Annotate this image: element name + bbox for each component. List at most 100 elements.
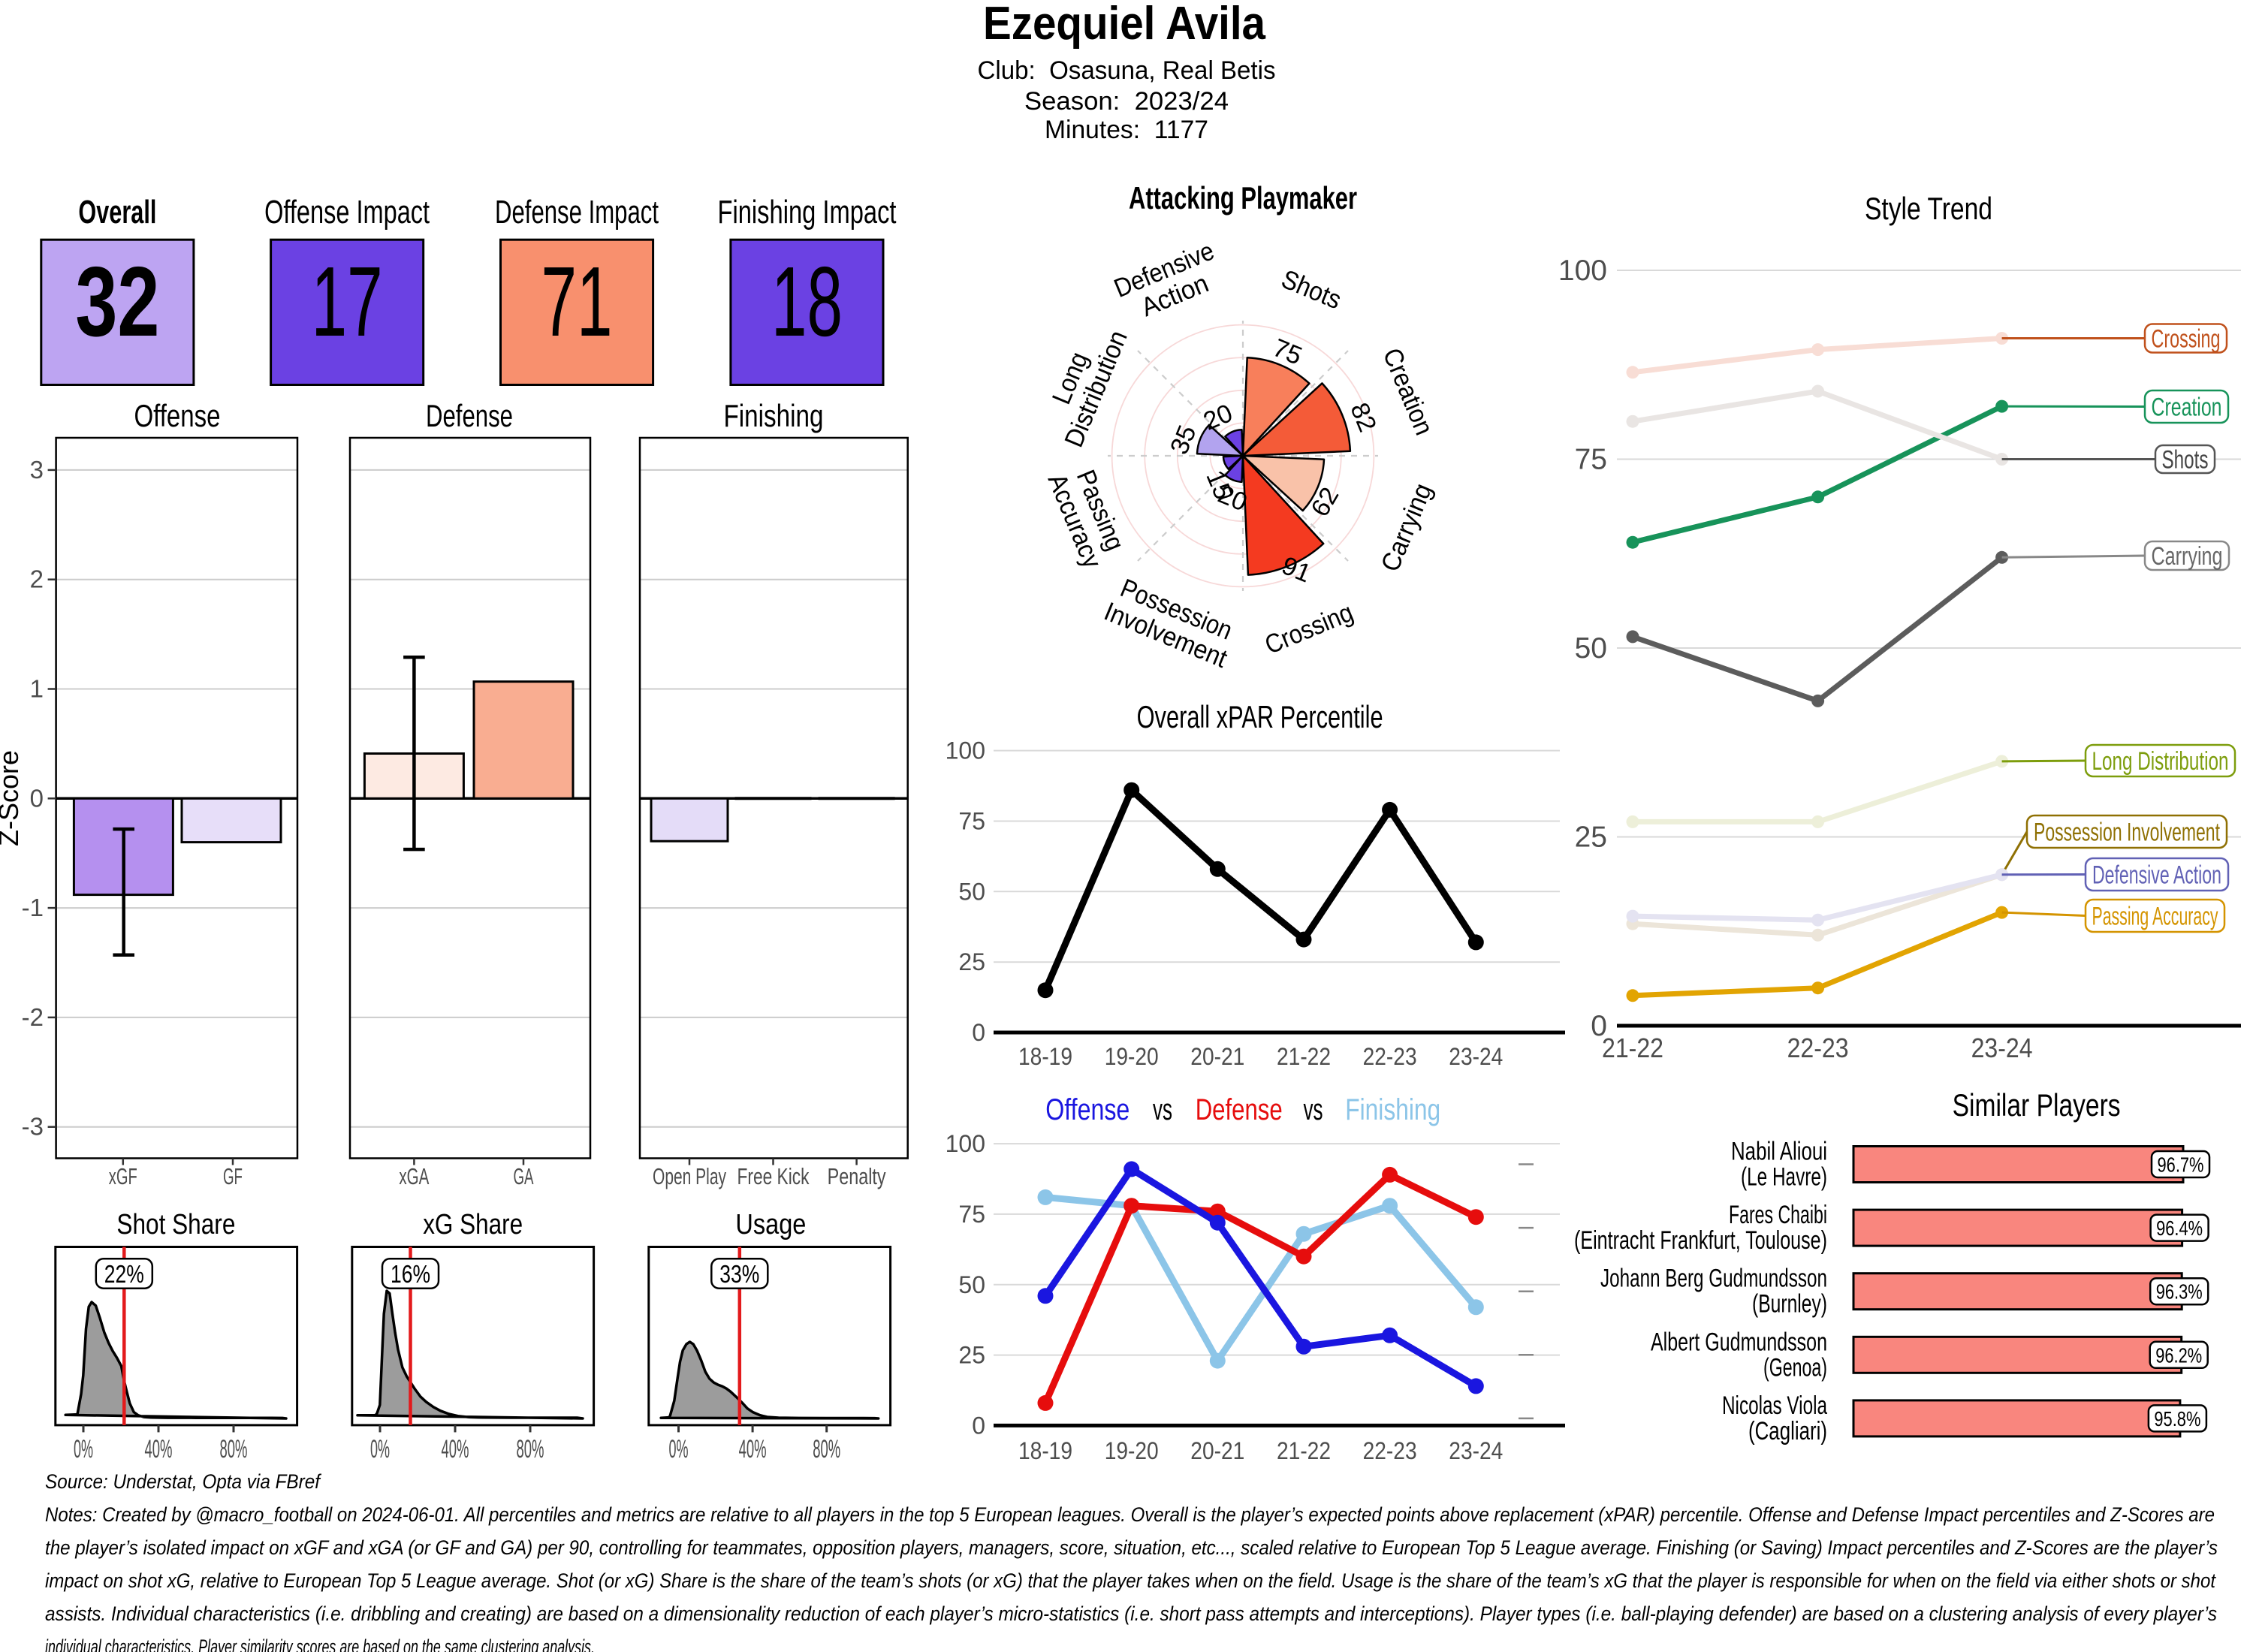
svg-text:Johann Berg Gudmundsson: Johann Berg Gudmundsson	[1600, 1265, 1827, 1293]
svg-text:22-23: 22-23	[1363, 1043, 1417, 1070]
svg-text:80%: 80%	[517, 1435, 544, 1464]
svg-text:1: 1	[30, 675, 44, 703]
svg-text:23-24: 23-24	[1449, 1437, 1503, 1464]
svg-text:96.3%: 96.3%	[2156, 1280, 2203, 1304]
svg-text:80%: 80%	[220, 1435, 248, 1464]
svg-text:Offense Impact: Offense Impact	[264, 194, 430, 231]
svg-text:-3: -3	[22, 1113, 44, 1141]
svg-text:Possession Involvement: Possession Involvement	[2034, 818, 2220, 847]
svg-text:25: 25	[958, 1342, 985, 1369]
svg-text:GF: GF	[223, 1163, 243, 1189]
svg-text:individual characteristics. Pl: individual characteristics. Player simil…	[45, 1635, 595, 1652]
svg-text:vs: vs	[1153, 1093, 1172, 1126]
svg-text:Finishing: Finishing	[724, 398, 824, 433]
svg-text:Carrying: Carrying	[2152, 542, 2223, 571]
svg-text:(Cagliari): (Cagliari)	[1748, 1417, 1827, 1446]
svg-text:assists. Individual characteri: assists. Individual characteristics (i.e…	[45, 1602, 2217, 1625]
svg-text:Usage: Usage	[735, 1209, 806, 1241]
svg-text:Club: Osasuna, Real Betis: Club: Osasuna, Real Betis	[978, 56, 1276, 85]
svg-text:100: 100	[946, 1130, 985, 1157]
svg-text:40%: 40%	[145, 1435, 173, 1464]
svg-text:Style Trend: Style Trend	[1865, 191, 1992, 226]
svg-text:50: 50	[958, 878, 985, 905]
svg-text:Ezequiel Avila: Ezequiel Avila	[983, 0, 1265, 50]
svg-text:xGF: xGF	[109, 1163, 137, 1189]
svg-text:Nicolas Viola: Nicolas Viola	[1722, 1391, 1827, 1420]
svg-text:25: 25	[1575, 821, 1607, 854]
svg-text:GA: GA	[514, 1163, 534, 1189]
svg-text:(Genoa): (Genoa)	[1763, 1353, 1827, 1382]
svg-text:(Burnley): (Burnley)	[1752, 1290, 1827, 1319]
svg-text:100: 100	[946, 737, 985, 764]
svg-text:Season: 2023/24: Season: 2023/24	[1024, 87, 1229, 116]
svg-text:impact on shot xG, relative to: impact on shot xG, relative to European …	[45, 1569, 2216, 1592]
svg-text:Shots: Shots	[2162, 446, 2209, 475]
svg-text:23-24: 23-24	[1449, 1043, 1503, 1070]
svg-text:Albert Gudmundsson: Albert Gudmundsson	[1651, 1328, 1827, 1356]
svg-text:Defense Impact: Defense Impact	[495, 194, 659, 231]
svg-text:Finishing: Finishing	[1345, 1093, 1440, 1126]
svg-text:Free Kick: Free Kick	[737, 1163, 810, 1189]
svg-text:-1: -1	[22, 894, 44, 921]
svg-text:23-24: 23-24	[1971, 1032, 2033, 1063]
svg-text:0: 0	[972, 1019, 985, 1046]
svg-text:Similar Players: Similar Players	[1953, 1087, 2121, 1123]
svg-text:Passing Accuracy: Passing Accuracy	[2092, 903, 2218, 931]
svg-text:(Eintracht Frankfurt, Toulouse: (Eintracht Frankfurt, Toulouse)	[1574, 1226, 1827, 1255]
svg-text:Notes: Created by @macro_footb: Notes: Created by @macro_football on 202…	[45, 1503, 2215, 1526]
svg-text:Crossing: Crossing	[2152, 325, 2221, 354]
svg-text:32: 32	[75, 246, 159, 357]
svg-text:75: 75	[1575, 444, 1607, 476]
svg-text:Shot Share: Shot Share	[116, 1209, 235, 1241]
svg-text:96.7%: 96.7%	[2158, 1153, 2204, 1177]
svg-text:22%: 22%	[104, 1260, 144, 1288]
svg-text:Creation: Creation	[2152, 393, 2222, 422]
svg-text:Overall: Overall	[78, 194, 156, 231]
svg-text:75: 75	[958, 808, 985, 835]
svg-text:18-19: 18-19	[1018, 1437, 1072, 1464]
svg-text:3: 3	[30, 456, 44, 484]
svg-text:22-23: 22-23	[1363, 1437, 1417, 1464]
svg-text:50: 50	[1575, 632, 1607, 665]
svg-text:Minutes: 1177: Minutes: 1177	[1045, 116, 1208, 144]
svg-text:0%: 0%	[669, 1435, 689, 1464]
svg-text:Defensive Action: Defensive Action	[2092, 861, 2221, 890]
svg-text:Overall xPAR Percentile: Overall xPAR Percentile	[1137, 699, 1383, 734]
svg-text:21-22: 21-22	[1277, 1043, 1331, 1070]
svg-text:40%: 40%	[739, 1435, 767, 1464]
svg-text:40%: 40%	[442, 1435, 469, 1464]
svg-text:95.8%: 95.8%	[2154, 1407, 2200, 1430]
svg-text:(Le Havre): (Le Havre)	[1741, 1163, 1827, 1192]
svg-text:Penalty: Penalty	[828, 1163, 886, 1189]
svg-text:0: 0	[30, 784, 44, 812]
svg-text:71: 71	[541, 246, 613, 357]
svg-text:Offense: Offense	[1045, 1093, 1130, 1126]
svg-text:Source: Understat, Opta via FB: Source: Understat, Opta via FBref	[45, 1470, 321, 1493]
svg-text:Finishing Impact: Finishing Impact	[718, 194, 897, 231]
svg-text:96.2%: 96.2%	[2155, 1343, 2202, 1367]
svg-text:the player’s isolated impact o: the player’s isolated impact on xGF and …	[45, 1536, 2218, 1559]
svg-text:0%: 0%	[370, 1435, 390, 1464]
svg-text:22-23: 22-23	[1787, 1032, 1849, 1063]
svg-text:20-21: 20-21	[1190, 1043, 1244, 1070]
svg-text:80%: 80%	[813, 1435, 840, 1464]
svg-text:21-22: 21-22	[1277, 1437, 1331, 1464]
svg-text:25: 25	[958, 948, 985, 975]
svg-text:Defense: Defense	[1196, 1093, 1283, 1126]
svg-text:16%: 16%	[391, 1260, 430, 1288]
svg-text:50: 50	[958, 1271, 985, 1298]
svg-text:75: 75	[958, 1201, 985, 1228]
svg-text:19-20: 19-20	[1105, 1437, 1159, 1464]
svg-text:0: 0	[972, 1412, 985, 1439]
svg-text:Long Distribution: Long Distribution	[2092, 747, 2229, 776]
svg-text:Attacking Playmaker: Attacking Playmaker	[1129, 180, 1357, 216]
svg-text:-2: -2	[22, 1003, 44, 1031]
svg-text:17: 17	[312, 246, 383, 357]
svg-text:19-20: 19-20	[1105, 1043, 1159, 1070]
svg-text:0%: 0%	[74, 1435, 93, 1464]
svg-text:100: 100	[1558, 255, 1607, 287]
svg-text:Offense: Offense	[134, 398, 221, 433]
svg-text:Nabil Alioui: Nabil Alioui	[1731, 1138, 1827, 1166]
svg-text:Defense: Defense	[426, 398, 513, 433]
svg-text:33%: 33%	[719, 1260, 759, 1288]
